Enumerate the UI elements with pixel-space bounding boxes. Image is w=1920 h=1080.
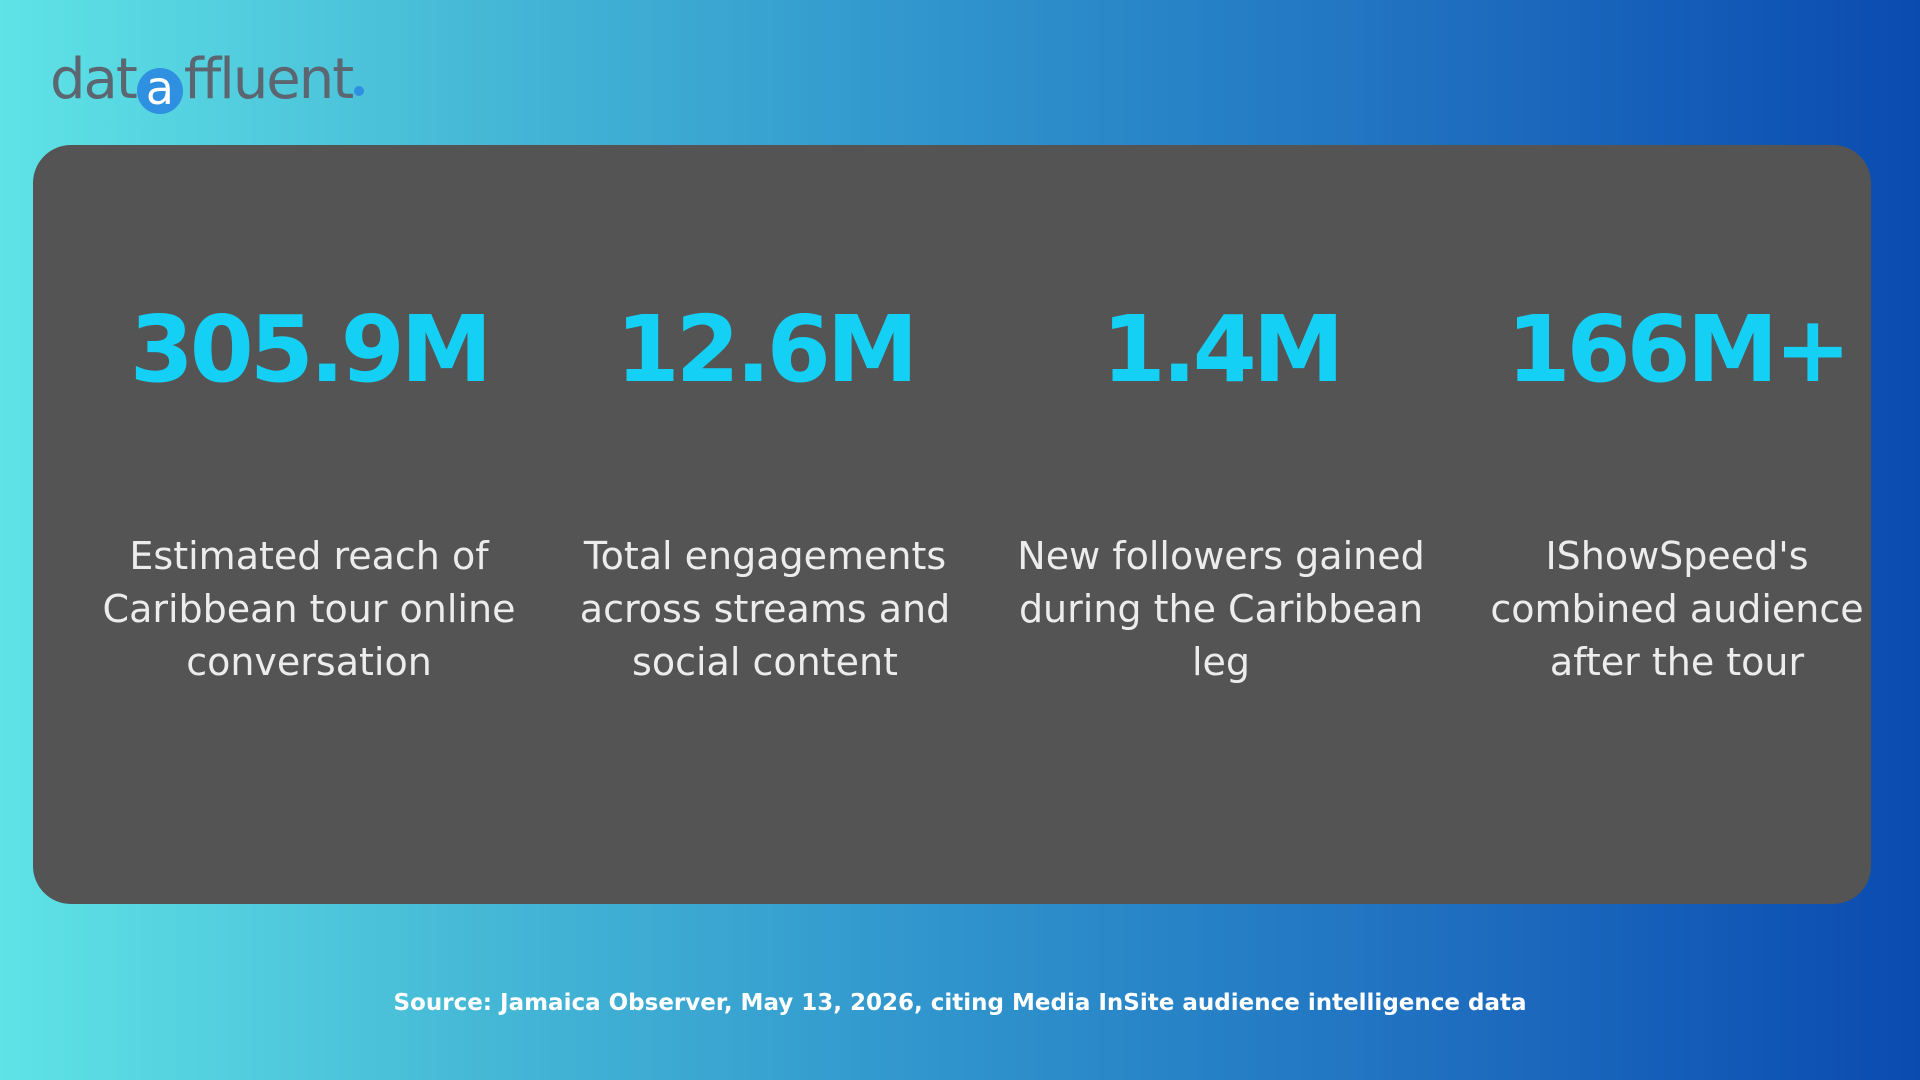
stat-label: New followers gained during the Caribbea… <box>1017 534 1425 684</box>
logo-mark-icon: a <box>136 65 183 114</box>
stat-value: 12.6M <box>615 296 919 403</box>
stat-label: Total engagements across streams and soc… <box>579 534 951 684</box>
stat-value: 1.4M <box>1101 296 1345 403</box>
logo-dot-icon <box>354 86 365 96</box>
logo-text-prefix: dat <box>50 47 138 112</box>
stat-label: Estimated reach of Caribbean tour online… <box>102 534 516 684</box>
stat-value: 305.9M <box>129 296 493 403</box>
source-caption: Source: Jamaica Observer, May 13, 2026, … <box>393 990 1527 1016</box>
brand-logo: dat a ffluent <box>50 40 365 120</box>
logo-text-suffix: ffluent <box>183 47 354 112</box>
stat-label: IShowSpeed's combined audience after the… <box>1490 534 1864 684</box>
stats-card: 305.9M Estimated reach of Caribbean tour… <box>33 145 1871 904</box>
stat-value: 166M+ <box>1506 296 1852 403</box>
